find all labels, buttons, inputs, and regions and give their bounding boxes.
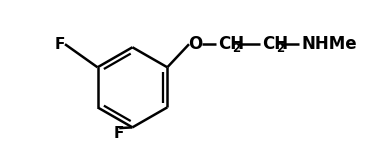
Text: 2: 2 [276,42,284,55]
Text: O: O [188,35,202,53]
Text: F: F [114,126,124,141]
Text: CH: CH [218,35,245,53]
Text: NHMe: NHMe [301,35,357,53]
Text: 2: 2 [233,42,241,55]
Text: CH: CH [262,35,288,53]
Text: F: F [54,37,65,52]
